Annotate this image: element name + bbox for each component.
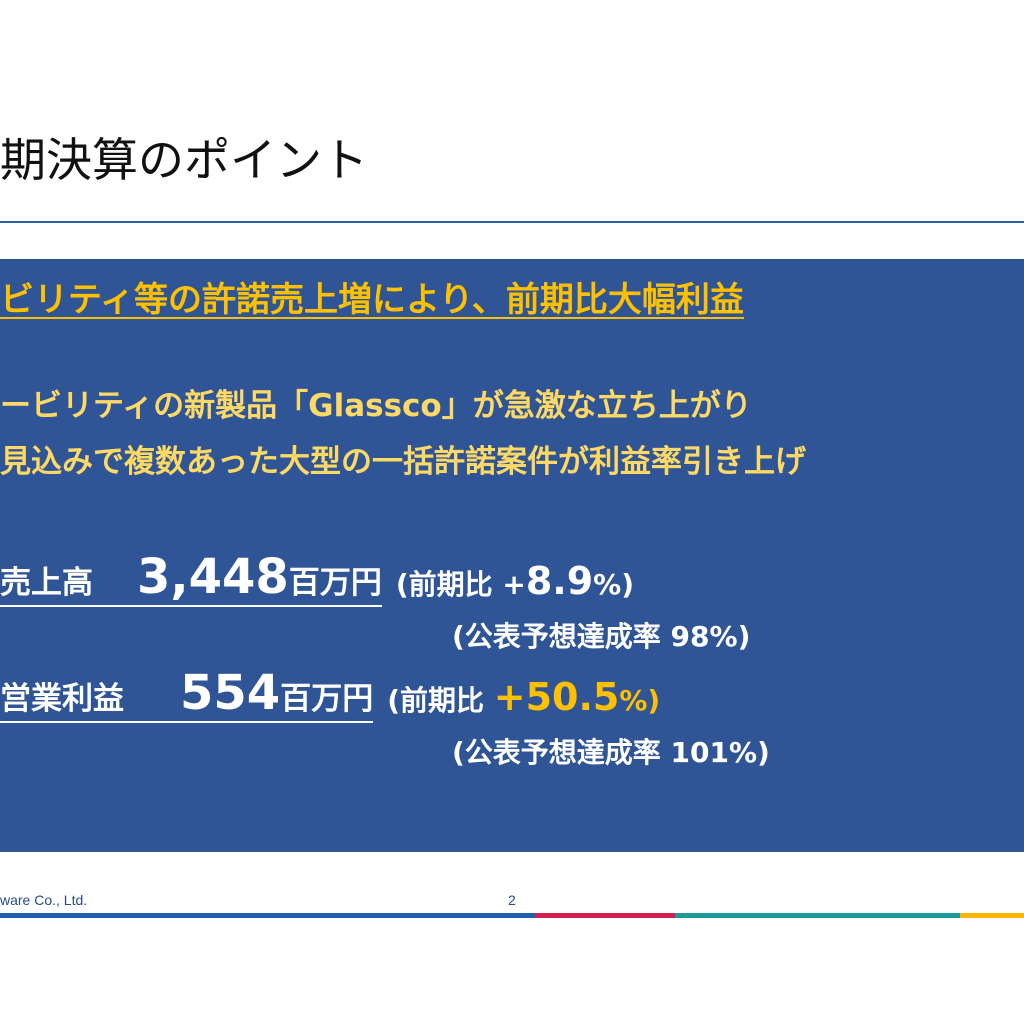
footer-bar-segment: [960, 913, 1024, 918]
page-number: 2: [508, 892, 516, 908]
yoy-comparison: (前期比 +8.9%): [382, 559, 634, 607]
metric-unit: 百万円: [280, 681, 374, 717]
bullet-point: ービリティの新製品「Glassco」が急激な立ち上がり: [0, 388, 752, 424]
yoy-prefix: (前期比: [387, 684, 494, 717]
metric-row-operating-profit: 営業利益 554百万円 (前期比 +50.5%): [0, 665, 660, 723]
metric-label: 売上高: [0, 565, 93, 601]
footer-company: ware Co., Ltd.: [0, 892, 88, 908]
footer-bar-segment: [535, 913, 675, 918]
yoy-prefix: (前期比 +: [395, 568, 526, 601]
yoy-suffix: %): [593, 568, 635, 601]
bullet-point: 見込みで複数あった大型の一括許諾案件が利益率引き上げ: [0, 444, 806, 480]
footer-color-bar: [0, 913, 1024, 918]
yoy-suffix: %): [619, 684, 661, 717]
footer-bar-segment: [0, 913, 535, 918]
forecast-achievement: (公表予想達成率 101%): [452, 736, 770, 769]
title-divider: [0, 221, 1024, 223]
yoy-value: +50.5: [493, 675, 620, 719]
metric-value: 554: [180, 665, 281, 721]
yoy-value: 8.9: [525, 559, 594, 603]
forecast-achievement: (公表予想達成率 98%): [452, 620, 751, 653]
metric-value: 3,448: [137, 549, 289, 605]
footer-bar-segment: [675, 913, 960, 918]
metric-label: 営業利益: [0, 681, 124, 717]
metric-main: 営業利益 554百万円: [0, 665, 374, 723]
metric-unit: 百万円: [288, 565, 382, 601]
summary-panel: ビリティ等の許諾売上増により、前期比大幅利益 ービリティの新製品「Glassco…: [0, 259, 1024, 852]
metric-row-sales: 売上高 3,448百万円 (前期比 +8.9%): [0, 549, 634, 607]
yoy-comparison: (前期比 +50.5%): [373, 675, 660, 723]
slide-title: 期決算のポイント: [0, 133, 368, 187]
metric-main: 売上高 3,448百万円: [0, 549, 382, 607]
headline: ビリティ等の許諾売上増により、前期比大幅利益: [0, 280, 744, 320]
